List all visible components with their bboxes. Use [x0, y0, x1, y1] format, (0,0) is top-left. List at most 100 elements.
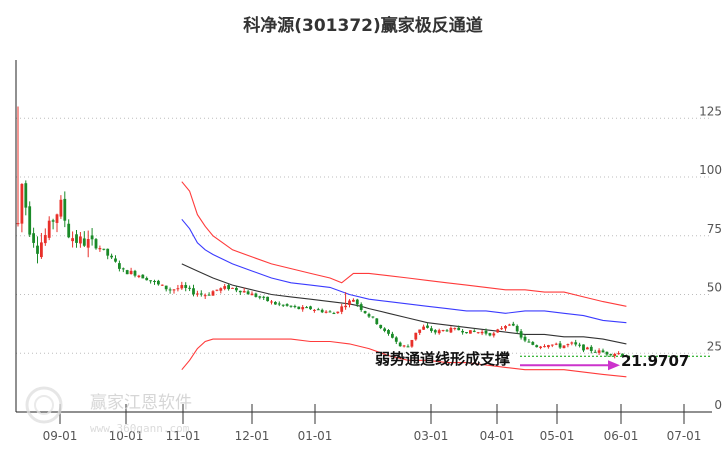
candle-body — [457, 327, 461, 331]
candle-body — [305, 307, 308, 309]
candle-body — [285, 304, 289, 306]
candle-body — [24, 183, 28, 208]
x-tick-label: 09-01 — [43, 429, 78, 443]
candle-body — [387, 330, 390, 334]
candle-body — [254, 293, 258, 297]
middle-line — [181, 263, 627, 345]
candle-body — [114, 258, 117, 262]
watermark-brand: 赢家江恩软件 — [90, 393, 192, 413]
candle-body — [149, 280, 152, 282]
candle-body — [231, 287, 234, 289]
y-axis: 0 25 50 75 100 125 — [15, 60, 722, 412]
candle-body — [223, 286, 227, 289]
arrow-head — [608, 360, 620, 371]
candle-body — [281, 304, 285, 306]
candle-body — [375, 318, 379, 325]
candle-body — [215, 289, 219, 291]
candle-body — [394, 337, 398, 342]
candle-body — [601, 350, 605, 353]
candle-body — [574, 342, 578, 345]
candle-body — [465, 332, 468, 334]
candle-body — [176, 288, 180, 290]
y-tick-label: 75 — [707, 222, 722, 236]
candle-body — [125, 270, 129, 275]
candle-body — [160, 284, 164, 286]
candle-body — [188, 287, 191, 289]
candle-body — [566, 344, 570, 346]
candle-body — [433, 330, 437, 333]
candle-body — [32, 233, 35, 243]
candle-body — [172, 289, 176, 291]
grid — [16, 117, 712, 354]
candle-body — [153, 280, 156, 282]
candle-body — [480, 331, 484, 334]
candle-body — [406, 346, 410, 348]
candle-body — [86, 239, 90, 248]
watermark: 赢家江恩软件 www.360gann.com — [25, 386, 192, 435]
candle-body — [129, 270, 133, 275]
candle-body — [426, 325, 429, 328]
candle-body — [430, 328, 433, 331]
upper-band-line — [181, 181, 627, 307]
candle-body — [492, 333, 496, 336]
candle-body — [301, 307, 305, 310]
candle-body — [531, 342, 535, 345]
candle-body — [313, 309, 316, 311]
candle-body — [270, 301, 273, 303]
candle-body — [219, 288, 223, 291]
candle-body — [593, 351, 597, 353]
candle-body — [20, 183, 24, 224]
candles — [16, 106, 628, 359]
y-tick-label: 0 — [714, 398, 722, 412]
candle-body — [110, 255, 113, 258]
candle-body — [51, 220, 55, 222]
support-annotation — [520, 355, 712, 371]
candle-body — [297, 306, 301, 310]
annotation-value: 21.9707 — [621, 352, 689, 370]
inner-upper-line — [181, 218, 627, 324]
candle-body — [106, 248, 110, 256]
candle-body — [196, 293, 199, 295]
candle-body — [371, 316, 375, 318]
candle-body — [363, 311, 367, 314]
candle-body — [519, 331, 523, 338]
x-axis: 09-01 10-01 11-01 12-01 01-01 03-01 04-01 05-01… — [16, 404, 712, 443]
candle-body — [262, 296, 266, 298]
candle-body — [266, 296, 269, 302]
x-tick-label: 10-01 — [109, 429, 144, 443]
candle-body — [367, 314, 371, 317]
candle-body — [145, 277, 149, 281]
x-tick-label: 05-01 — [540, 429, 575, 443]
candle-body — [207, 294, 211, 296]
lower-band-line — [181, 338, 627, 378]
candle-body — [258, 296, 262, 298]
candle-body — [164, 285, 168, 290]
candle-body — [597, 350, 601, 353]
y-tick-label: 125 — [699, 104, 722, 118]
candle-body — [203, 295, 207, 297]
watermark-url: www.360gann.com — [90, 422, 190, 435]
x-tick-label: 07-01 — [667, 429, 702, 443]
candle-body — [344, 305, 347, 308]
candle-body — [340, 306, 344, 312]
candle-body — [449, 327, 453, 333]
candle-body — [609, 354, 613, 356]
watermark-logo-inner — [34, 395, 54, 415]
x-tick-label: 11-01 — [166, 429, 201, 443]
candle-body — [82, 238, 86, 246]
candle-body — [543, 346, 546, 348]
candle-body — [40, 242, 43, 258]
chart-title: 科净源(301372)赢家极反通道 — [243, 15, 483, 36]
candle-body — [289, 305, 293, 307]
candle-body — [500, 328, 503, 330]
candle-body — [246, 291, 250, 295]
candle-body — [379, 324, 383, 329]
candle-body — [554, 343, 558, 345]
candle-body — [504, 325, 507, 329]
x-tick-label: 06-01 — [604, 429, 639, 443]
candle-body — [192, 288, 195, 295]
candle-body — [578, 344, 581, 346]
candle-body — [617, 353, 620, 355]
candle-body — [484, 330, 488, 334]
